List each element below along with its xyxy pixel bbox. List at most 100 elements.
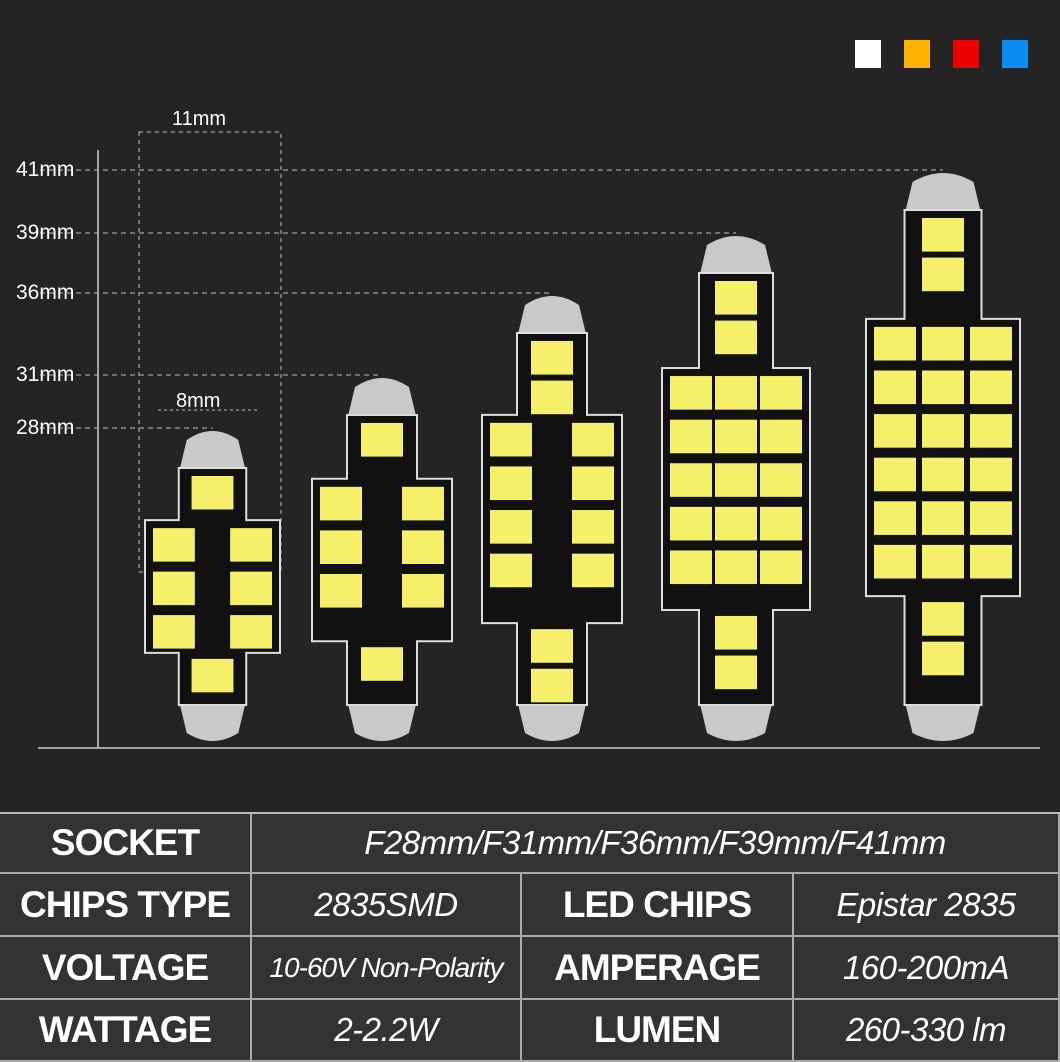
spec-row: WATTAGE 2-2.2W LUMEN 260-330 lm — [0, 1000, 1060, 1062]
bulb-cap-bottom — [178, 700, 247, 741]
led-chip — [320, 574, 362, 608]
led-chip — [922, 326, 964, 361]
led-chip — [670, 506, 712, 541]
led-chip — [760, 419, 802, 454]
led-chip — [760, 506, 802, 541]
led-chip — [490, 553, 532, 588]
led-chip — [922, 257, 964, 292]
led-chip — [490, 422, 532, 457]
led-chip — [670, 376, 712, 410]
spec-row-socket: SOCKET F28mm/F31mm/F36mm/F39mm/F41mm — [0, 814, 1060, 874]
led-chip — [531, 668, 573, 703]
spec-table: SOCKET F28mm/F31mm/F36mm/F39mm/F41mm CHI… — [0, 812, 1060, 1062]
led-chip — [970, 414, 1012, 448]
led-chip — [715, 463, 757, 497]
led-chip — [572, 510, 614, 544]
led-chip — [715, 655, 757, 690]
spec-label: LUMEN — [522, 1000, 794, 1062]
led-chip — [572, 422, 614, 457]
led-chip — [531, 341, 573, 375]
led-chip — [874, 501, 916, 535]
led-chip — [230, 571, 272, 606]
color-swatch-red[interactable] — [953, 40, 979, 68]
led-chip — [922, 602, 964, 636]
bulb-dimension-diagram — [38, 131, 1040, 749]
led-chip — [715, 281, 757, 315]
color-swatch-blue[interactable] — [1002, 40, 1028, 68]
led-chip — [970, 501, 1012, 535]
spec-label: WATTAGE — [0, 1000, 252, 1062]
led-chip — [361, 423, 403, 457]
led-chip — [490, 466, 532, 501]
bulb-cap-top — [517, 296, 587, 338]
led-chip — [715, 419, 757, 454]
bulb-cap-bottom — [517, 700, 587, 741]
led-chip — [670, 419, 712, 454]
color-swatch-white[interactable] — [855, 40, 881, 68]
led-chip — [230, 615, 272, 649]
led-chip — [970, 370, 1012, 405]
led-chip — [970, 544, 1012, 579]
bulb-cap-top — [699, 236, 773, 278]
led-chip — [715, 376, 757, 410]
spec-row: VOLTAGE 10-60V Non-Polarity AMPERAGE 160… — [0, 937, 1060, 1000]
spec-value: 260-330 lm — [794, 1000, 1060, 1062]
led-chip — [715, 615, 757, 650]
spec-value: 2835SMD — [252, 874, 522, 937]
led-chip — [970, 457, 1012, 492]
bulb-cap-bottom — [699, 700, 773, 741]
width-guide-11mm — [138, 131, 282, 573]
led-chip — [153, 528, 195, 562]
spec-value: 10-60V Non-Polarity — [252, 937, 522, 1000]
spec-label: SOCKET — [0, 814, 252, 874]
led-chip — [153, 571, 195, 606]
led-chip — [922, 370, 964, 405]
led-chip — [922, 641, 964, 676]
bulb-cap-bottom — [904, 700, 982, 741]
spec-value: Epistar 2835 — [794, 874, 1060, 937]
spec-value: F28mm/F31mm/F36mm/F39mm/F41mm — [252, 814, 1060, 874]
led-chip — [715, 550, 757, 585]
led-chip — [490, 510, 532, 544]
width-label-8mm: 8mm — [176, 390, 221, 412]
led-chip — [922, 457, 964, 492]
led-chip — [153, 615, 195, 649]
spec-value: 160-200mA — [794, 937, 1060, 1000]
led-chip — [531, 380, 573, 415]
led-chip — [874, 370, 916, 405]
led-chip — [320, 530, 362, 564]
spec-row: CHIPS TYPE 2835SMD LED CHIPS Epistar 283… — [0, 874, 1060, 937]
led-chip — [970, 326, 1012, 361]
color-swatch-amber[interactable] — [904, 40, 930, 68]
led-chip — [402, 486, 444, 521]
led-chip — [402, 530, 444, 564]
led-chip — [670, 550, 712, 585]
led-chip — [230, 528, 272, 562]
bulb-cap-top — [904, 173, 982, 215]
width-label-11mm: 11mm — [172, 108, 227, 130]
led-chip — [572, 553, 614, 588]
led-chip — [191, 476, 234, 510]
led-chip — [191, 658, 234, 693]
led-chip — [402, 574, 444, 608]
led-chip — [572, 466, 614, 501]
led-chip — [760, 376, 802, 410]
bulb-cap-top — [178, 431, 247, 473]
led-chip — [760, 550, 802, 585]
led-chip — [874, 457, 916, 492]
led-chip — [715, 320, 757, 355]
spec-label: LED CHIPS — [522, 874, 794, 937]
led-chip — [670, 463, 712, 497]
led-chip — [760, 463, 802, 497]
led-chip — [320, 486, 362, 521]
led-chip — [922, 501, 964, 535]
bulb-cap-bottom — [347, 700, 417, 741]
spec-value: 2-2.2W — [252, 1000, 522, 1062]
length-label-39: 39mm — [16, 221, 75, 244]
led-chip — [531, 629, 573, 663]
spec-label: AMPERAGE — [522, 937, 794, 1000]
led-chip — [922, 544, 964, 579]
led-chip — [361, 647, 403, 681]
led-chip — [922, 414, 964, 448]
led-chip — [874, 326, 916, 361]
